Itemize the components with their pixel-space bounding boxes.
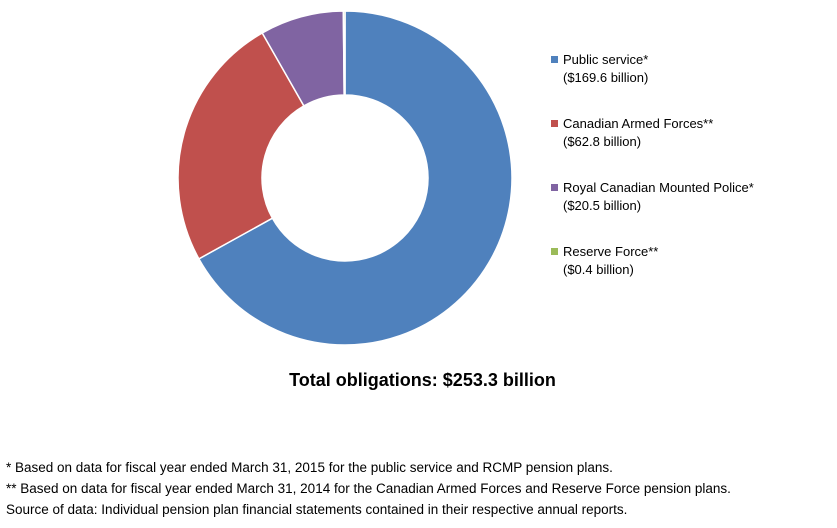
legend-label: Canadian Armed Forces** — [563, 116, 714, 131]
legend-item-public-service: Public service* ($169.6 billion) — [551, 52, 831, 116]
legend-label: Royal Canadian Mounted Police* — [563, 180, 754, 195]
legend-swatch — [551, 120, 558, 127]
legend-label: Reserve Force** — [563, 244, 659, 259]
footnote-caf-reserve: ** Based on data for fiscal year ended M… — [6, 481, 731, 496]
legend-value: ($0.4 billion) — [563, 262, 634, 277]
donut-slice-public-service — [197, 10, 513, 346]
legend-value: ($169.6 billion) — [563, 70, 649, 85]
legend-swatch — [551, 56, 558, 63]
legend-item-canadian-armed-forces: Canadian Armed Forces** ($62.8 billion) — [551, 116, 831, 180]
donut-slice-canadian-armed-forces — [177, 31, 305, 260]
footnotes: * Based on data for fiscal year ended Ma… — [6, 457, 731, 520]
legend-item-reserve-force: Reserve Force** ($0.4 billion) — [551, 244, 831, 308]
legend-value: ($62.8 billion) — [563, 134, 642, 149]
chart-legend: Public service* ($169.6 billion) Canadia… — [551, 52, 831, 308]
footnote-source: Source of data: Individual pension plan … — [6, 502, 628, 517]
footnote-public-service-rcmp: * Based on data for fiscal year ended Ma… — [6, 460, 613, 475]
legend-swatch — [551, 248, 558, 255]
total-obligations-label: Total obligations: $253.3 billion — [289, 370, 556, 390]
legend-swatch — [551, 184, 558, 191]
legend-label: Public service* — [563, 52, 649, 67]
legend-item-rcmp: Royal Canadian Mounted Police* ($20.5 bi… — [551, 180, 831, 244]
donut-slice-reserve-force — [342, 10, 346, 96]
legend-value: ($20.5 billion) — [563, 198, 642, 213]
